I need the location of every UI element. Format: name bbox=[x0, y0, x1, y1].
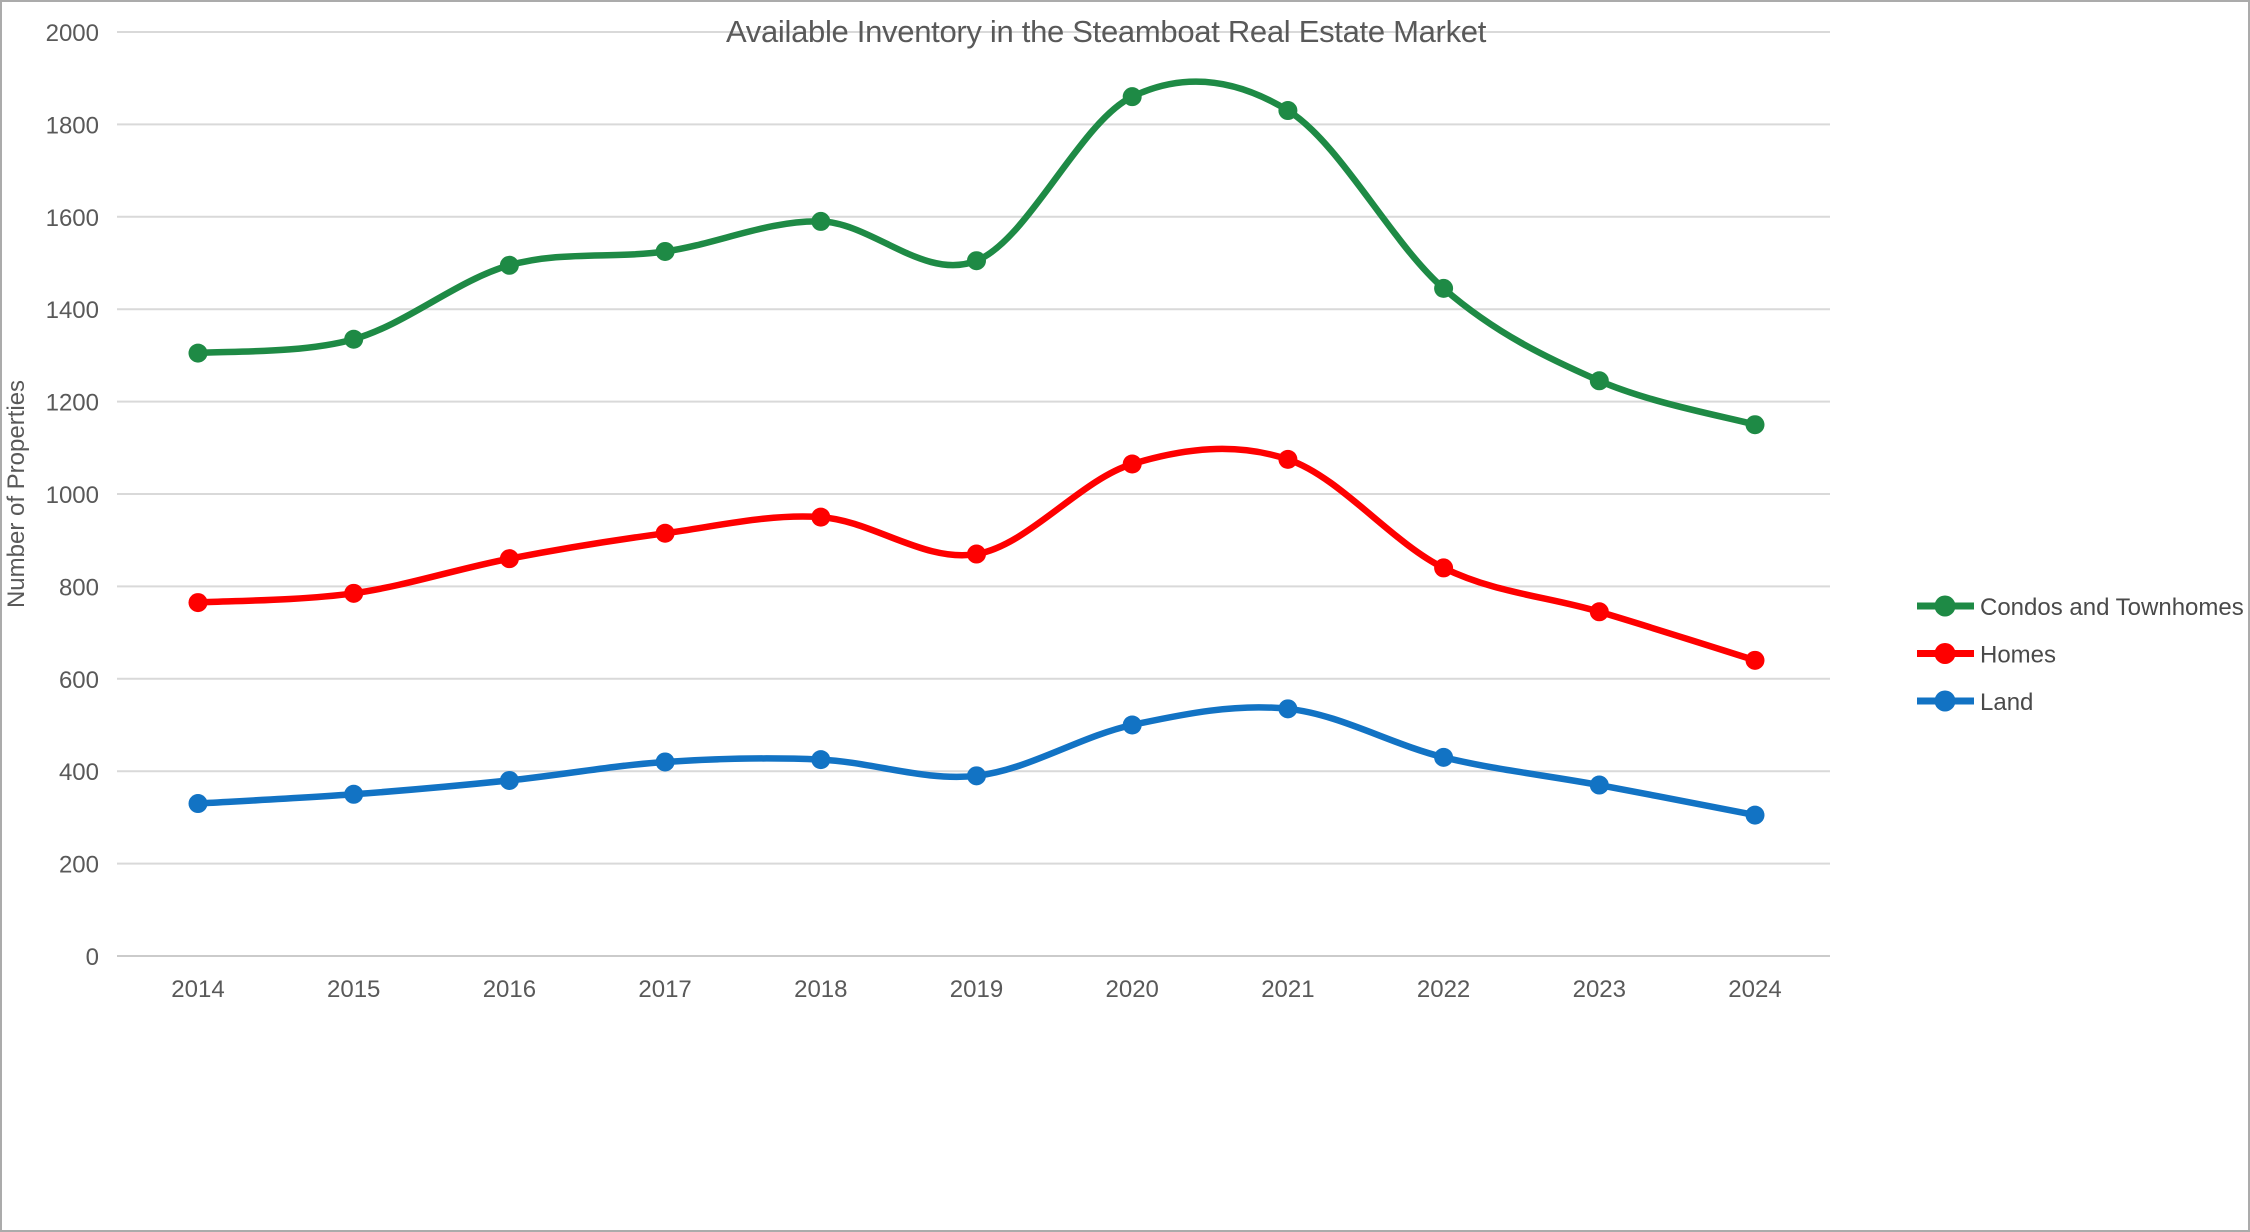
y-tick-label-2000: 2000 bbox=[46, 20, 99, 47]
series-marker-condos-and-townhomes-2017 bbox=[655, 241, 675, 261]
x-tick-label-2022: 2022 bbox=[1417, 976, 1470, 1003]
series-marker-condos-and-townhomes-2023 bbox=[1589, 371, 1609, 391]
legend-label-condos-and-townhomes: Condos and Townhomes bbox=[1980, 594, 2244, 621]
series-marker-land-2023 bbox=[1589, 775, 1609, 795]
y-tick-label-0: 0 bbox=[86, 944, 99, 971]
series-marker-land-2020 bbox=[1122, 715, 1142, 735]
legend-label-land: Land bbox=[1980, 689, 2033, 716]
series-marker-condos-and-townhomes-2016 bbox=[499, 255, 519, 275]
series-marker-land-2024 bbox=[1745, 805, 1765, 825]
gridlines bbox=[117, 31, 1830, 957]
series-marker-condos-and-townhomes-2015 bbox=[344, 329, 364, 349]
x-tick-label-2019: 2019 bbox=[950, 976, 1003, 1003]
series-marker-homes-2020 bbox=[1122, 454, 1142, 474]
x-axis-tick-labels: 2014 2015 2016 2017 2018 2019 2020 2021 2022 2023… bbox=[171, 976, 1781, 1003]
series-line-land bbox=[194, 704, 1759, 819]
series-marker-land-2018 bbox=[811, 750, 831, 770]
series-marker-condos-and-townhomes-2022 bbox=[1434, 278, 1454, 298]
series-group bbox=[188, 78, 1765, 825]
series-marker-condos-and-townhomes-2018 bbox=[811, 211, 831, 231]
x-tick-label-2014: 2014 bbox=[171, 976, 224, 1003]
series-marker-land-2016 bbox=[499, 770, 519, 790]
x-tick-label-2016: 2016 bbox=[483, 976, 536, 1003]
series-marker-land-2015 bbox=[344, 784, 364, 804]
series-marker-condos-and-townhomes-2021 bbox=[1278, 101, 1298, 121]
series-marker-land-2021 bbox=[1278, 699, 1298, 719]
x-tick-label-2024: 2024 bbox=[1728, 976, 1781, 1003]
chart-title: Available Inventory in the Steamboat Rea… bbox=[726, 14, 1487, 49]
legend-item-condos-and-townhomes: Condos and Townhomes bbox=[1917, 594, 2244, 621]
y-axis-tick-labels: 0 200 400 600 800 1000 1200 1400 1600 1800 2000 bbox=[46, 20, 99, 971]
legend-label-homes: Homes bbox=[1980, 642, 2056, 669]
series-marker-homes-2021 bbox=[1278, 449, 1298, 469]
series-marker-condos-and-townhomes-2019 bbox=[967, 251, 986, 271]
series-marker-homes-2015 bbox=[344, 583, 364, 603]
y-tick-label-1400: 1400 bbox=[46, 297, 99, 324]
series-marker-land-2017 bbox=[655, 752, 675, 772]
series-marker-land-2014 bbox=[188, 794, 208, 814]
series-marker-homes-2018 bbox=[811, 507, 831, 527]
series-marker-homes-2014 bbox=[188, 593, 208, 613]
x-tick-label-2015: 2015 bbox=[327, 976, 380, 1003]
y-tick-label-1200: 1200 bbox=[46, 390, 99, 417]
series-marker-land-2022 bbox=[1434, 747, 1454, 767]
series-marker-homes-2023 bbox=[1589, 602, 1609, 622]
legend-marker-dot-land bbox=[1934, 690, 1956, 712]
legend-item-land: Land bbox=[1917, 689, 2033, 716]
legend-marker-dot-condos-and-townhomes bbox=[1934, 595, 1956, 617]
x-tick-label-2021: 2021 bbox=[1261, 976, 1314, 1003]
legend-marker-dot-homes bbox=[1934, 643, 1956, 664]
x-tick-label-2020: 2020 bbox=[1106, 976, 1159, 1003]
series-marker-homes-2016 bbox=[499, 549, 519, 569]
y-axis-title: Number of Properties bbox=[3, 380, 30, 608]
series-marker-homes-2022 bbox=[1434, 558, 1454, 578]
series-line-condos-and-townhomes bbox=[194, 78, 1759, 428]
y-tick-label-1800: 1800 bbox=[46, 112, 99, 139]
x-tick-label-2018: 2018 bbox=[794, 976, 847, 1003]
series-marker-homes-2024 bbox=[1745, 650, 1765, 670]
y-tick-label-200: 200 bbox=[59, 852, 99, 879]
series-marker-homes-2019 bbox=[967, 544, 986, 564]
x-tick-label-2017: 2017 bbox=[638, 976, 691, 1003]
y-tick-label-800: 800 bbox=[59, 574, 99, 601]
series-marker-condos-and-townhomes-2014 bbox=[188, 343, 208, 363]
legend: Condos and Townhomes Homes Land bbox=[1917, 594, 2244, 716]
y-tick-label-1600: 1600 bbox=[46, 205, 99, 232]
y-tick-label-1000: 1000 bbox=[46, 482, 99, 509]
series-marker-condos-and-townhomes-2020 bbox=[1122, 87, 1142, 107]
series-marker-homes-2017 bbox=[655, 523, 675, 543]
series-marker-condos-and-townhomes-2024 bbox=[1745, 415, 1765, 435]
series-marker-land-2019 bbox=[967, 766, 986, 786]
y-tick-label-400: 400 bbox=[59, 759, 99, 786]
x-tick-label-2023: 2023 bbox=[1573, 976, 1626, 1003]
y-tick-label-600: 600 bbox=[59, 667, 99, 694]
legend-item-homes: Homes bbox=[1917, 642, 2056, 669]
